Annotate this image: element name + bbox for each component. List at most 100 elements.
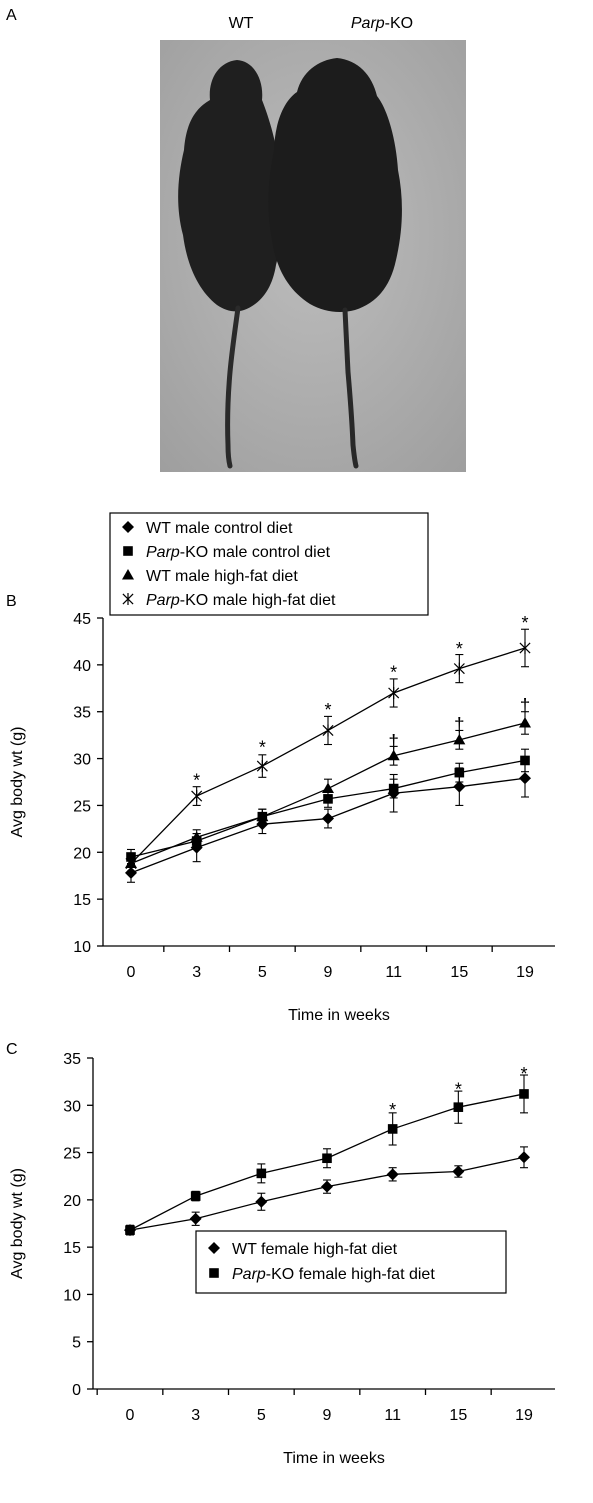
significance-marker: * xyxy=(389,1100,396,1120)
y-tick-label: 25 xyxy=(73,798,91,815)
data-point xyxy=(453,780,466,793)
x-tick-label: 5 xyxy=(258,964,267,981)
data-point xyxy=(387,749,400,761)
y-tick-label: 40 xyxy=(73,658,91,675)
data-point xyxy=(322,1153,332,1164)
x-axis-title: Time in weeks xyxy=(288,1007,390,1024)
x-tick-label: 3 xyxy=(192,964,201,981)
data-point xyxy=(190,831,203,842)
legend: WT female high-fat diet Parp-KO female hi… xyxy=(195,1230,507,1294)
data-point xyxy=(453,733,466,745)
data-point xyxy=(322,782,334,794)
legend-label: WT female high-fat diet xyxy=(232,1241,398,1258)
y-tick-label: 10 xyxy=(73,939,91,956)
x-tick-label: 9 xyxy=(324,964,333,981)
significance-marker: † xyxy=(454,715,465,736)
data-point xyxy=(256,1168,267,1179)
significance-marker: † xyxy=(520,696,531,717)
data-point xyxy=(190,1191,201,1201)
data-point xyxy=(255,1195,268,1208)
data-point xyxy=(125,857,137,870)
significance-marker: * xyxy=(456,639,463,659)
legend-label: Parp-KO female high-fat diet xyxy=(232,1266,435,1283)
data-point xyxy=(191,790,203,803)
panel-a-label: A xyxy=(6,7,17,24)
legend-label: WT male control diet xyxy=(146,520,293,537)
x-tick-label: 15 xyxy=(449,1407,467,1424)
legend-marker xyxy=(209,1268,219,1278)
data-point xyxy=(256,760,268,773)
significance-marker: * xyxy=(520,1064,527,1084)
y-tick-label: 30 xyxy=(63,1098,81,1115)
significance-marker: * xyxy=(259,738,266,758)
data-point xyxy=(322,812,334,825)
significance-marker: † xyxy=(388,732,399,753)
data-point xyxy=(386,1168,399,1181)
data-point xyxy=(453,662,465,675)
data-point xyxy=(323,794,333,804)
data-point xyxy=(454,767,465,778)
y-axis-title: Avg body wt (g) xyxy=(9,727,26,838)
panel-b-label: B xyxy=(6,593,17,610)
data-point xyxy=(125,866,137,879)
data-point xyxy=(189,1212,202,1225)
data-point xyxy=(322,724,334,737)
series-line xyxy=(130,647,526,864)
legend-box xyxy=(195,1230,507,1294)
legend-marker xyxy=(122,593,134,605)
y-tick-label: 30 xyxy=(73,752,91,769)
legend-entry: Parp-KO male high-fat diet xyxy=(122,592,336,609)
y-tick-label: 15 xyxy=(63,1240,81,1257)
x-tick-label: 0 xyxy=(126,1407,135,1424)
wt-mouse-label: WT xyxy=(229,15,254,32)
series-2 xyxy=(125,1074,529,1236)
x-tick-label: 3 xyxy=(191,1407,200,1424)
data-point xyxy=(519,772,531,785)
data-point xyxy=(452,1165,465,1178)
x-tick-label: 11 xyxy=(385,964,402,981)
legend-label: Parp-KO male high-fat diet xyxy=(146,592,336,609)
data-point xyxy=(519,641,531,654)
data-point xyxy=(321,1180,333,1193)
data-point xyxy=(453,1102,464,1112)
data-point xyxy=(520,755,530,766)
legend-entry: WT female high-fat diet xyxy=(208,1241,398,1258)
mice-photo xyxy=(160,40,466,472)
significance-marker: * xyxy=(324,700,331,720)
y-tick-label: 35 xyxy=(73,705,91,722)
y-tick-label: 20 xyxy=(63,1193,81,1210)
significance-marker: * xyxy=(390,663,397,683)
y-tick-label: 25 xyxy=(63,1146,81,1163)
legend-entry: WT male control diet xyxy=(122,520,293,537)
data-point xyxy=(519,1089,529,1099)
legend-marker xyxy=(123,546,133,556)
x-tick-label: 15 xyxy=(450,964,468,981)
legend-entry: WT male high-fat diet xyxy=(122,568,298,585)
series-4 xyxy=(125,628,531,872)
x-axis-title: Time in weeks xyxy=(283,1450,385,1467)
y-tick-label: 20 xyxy=(73,845,91,862)
y-tick-label: 0 xyxy=(72,1382,81,1399)
data-point xyxy=(256,810,269,822)
parp-ko-mouse-label: Parp-KO xyxy=(351,15,413,32)
legend-marker xyxy=(208,1242,220,1254)
data-point xyxy=(387,1124,398,1134)
wt-mouse-image xyxy=(178,60,283,469)
data-point xyxy=(518,1151,530,1164)
legend-entry: Parp-KO male control diet xyxy=(123,544,331,561)
data-point xyxy=(388,783,399,794)
x-tick-label: 19 xyxy=(515,1407,533,1424)
y-axis-title: Avg body wt (g) xyxy=(9,1168,26,1279)
parp-ko-mouse-image xyxy=(268,58,402,469)
data-point xyxy=(388,686,400,699)
y-tick-label: 15 xyxy=(73,892,91,909)
significance-marker: * xyxy=(193,770,200,790)
y-tick-label: 5 xyxy=(72,1335,81,1352)
legend-label: WT male high-fat diet xyxy=(146,568,298,585)
x-tick-label: 19 xyxy=(516,964,534,981)
significance-marker: * xyxy=(455,1079,462,1099)
x-tick-label: 5 xyxy=(257,1407,266,1424)
